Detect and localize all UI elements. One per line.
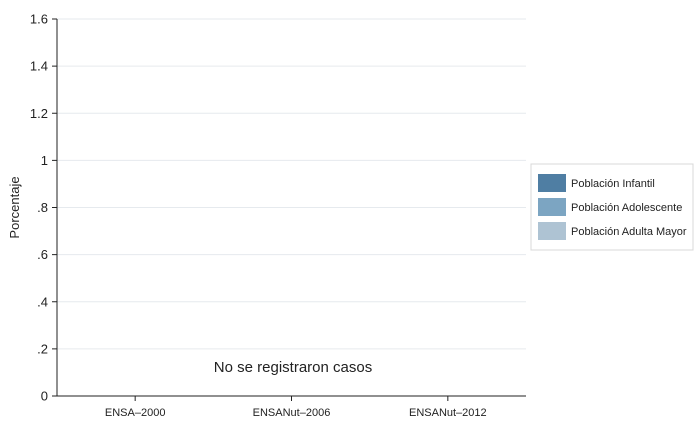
x-axis-ticks: ENSA–2000 ENSANut–2006 ENSANut–2012 xyxy=(105,396,487,419)
y-tick-label: 1.2 xyxy=(30,106,48,121)
x-tick-label: ENSA–2000 xyxy=(105,407,166,419)
legend-label: Población Adulta Mayor xyxy=(571,226,687,238)
legend-swatch xyxy=(538,222,566,240)
y-tick-label: .4 xyxy=(37,294,48,309)
legend-label: Población Adolescente xyxy=(571,202,682,214)
y-tick-label: .2 xyxy=(37,341,48,356)
legend: Población Infantil Población Adolescente P… xyxy=(530,163,694,251)
y-tick-label: 0 xyxy=(41,389,48,404)
y-tick-label: .6 xyxy=(37,247,48,262)
legend-swatch xyxy=(538,174,566,192)
y-tick-label: 1 xyxy=(41,153,48,168)
y-tick-label: 1.4 xyxy=(30,59,48,74)
gridlines xyxy=(57,18,526,350)
x-tick-label: ENSANut–2006 xyxy=(253,407,331,419)
legend-swatch xyxy=(538,198,566,216)
y-axis-title: Porcentaje xyxy=(7,176,22,238)
y-tick-label: 1.6 xyxy=(30,12,48,27)
x-tick-label: ENSANut–2012 xyxy=(409,407,487,419)
y-axis-ticks: 0 .2 .4 .6 .8 1 1.2 1.4 1.6 xyxy=(30,12,57,404)
legend-label: Población Infantil xyxy=(571,178,655,190)
no-cases-annotation: No se registraron casos xyxy=(214,359,372,376)
y-tick-label: .8 xyxy=(37,200,48,215)
